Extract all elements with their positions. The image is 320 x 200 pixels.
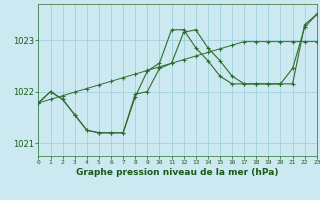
X-axis label: Graphe pression niveau de la mer (hPa): Graphe pression niveau de la mer (hPa) — [76, 168, 279, 177]
